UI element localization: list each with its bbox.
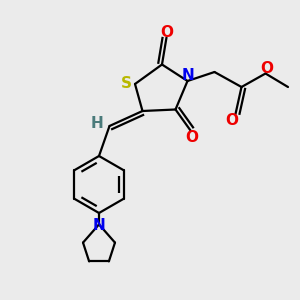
Text: N: N: [93, 218, 105, 233]
Text: O: O: [260, 61, 274, 76]
Text: O: O: [160, 25, 173, 40]
Text: N: N: [182, 68, 194, 82]
Text: O: O: [185, 130, 199, 145]
Text: H: H: [91, 116, 103, 130]
Text: S: S: [121, 76, 132, 92]
Text: O: O: [225, 113, 239, 128]
